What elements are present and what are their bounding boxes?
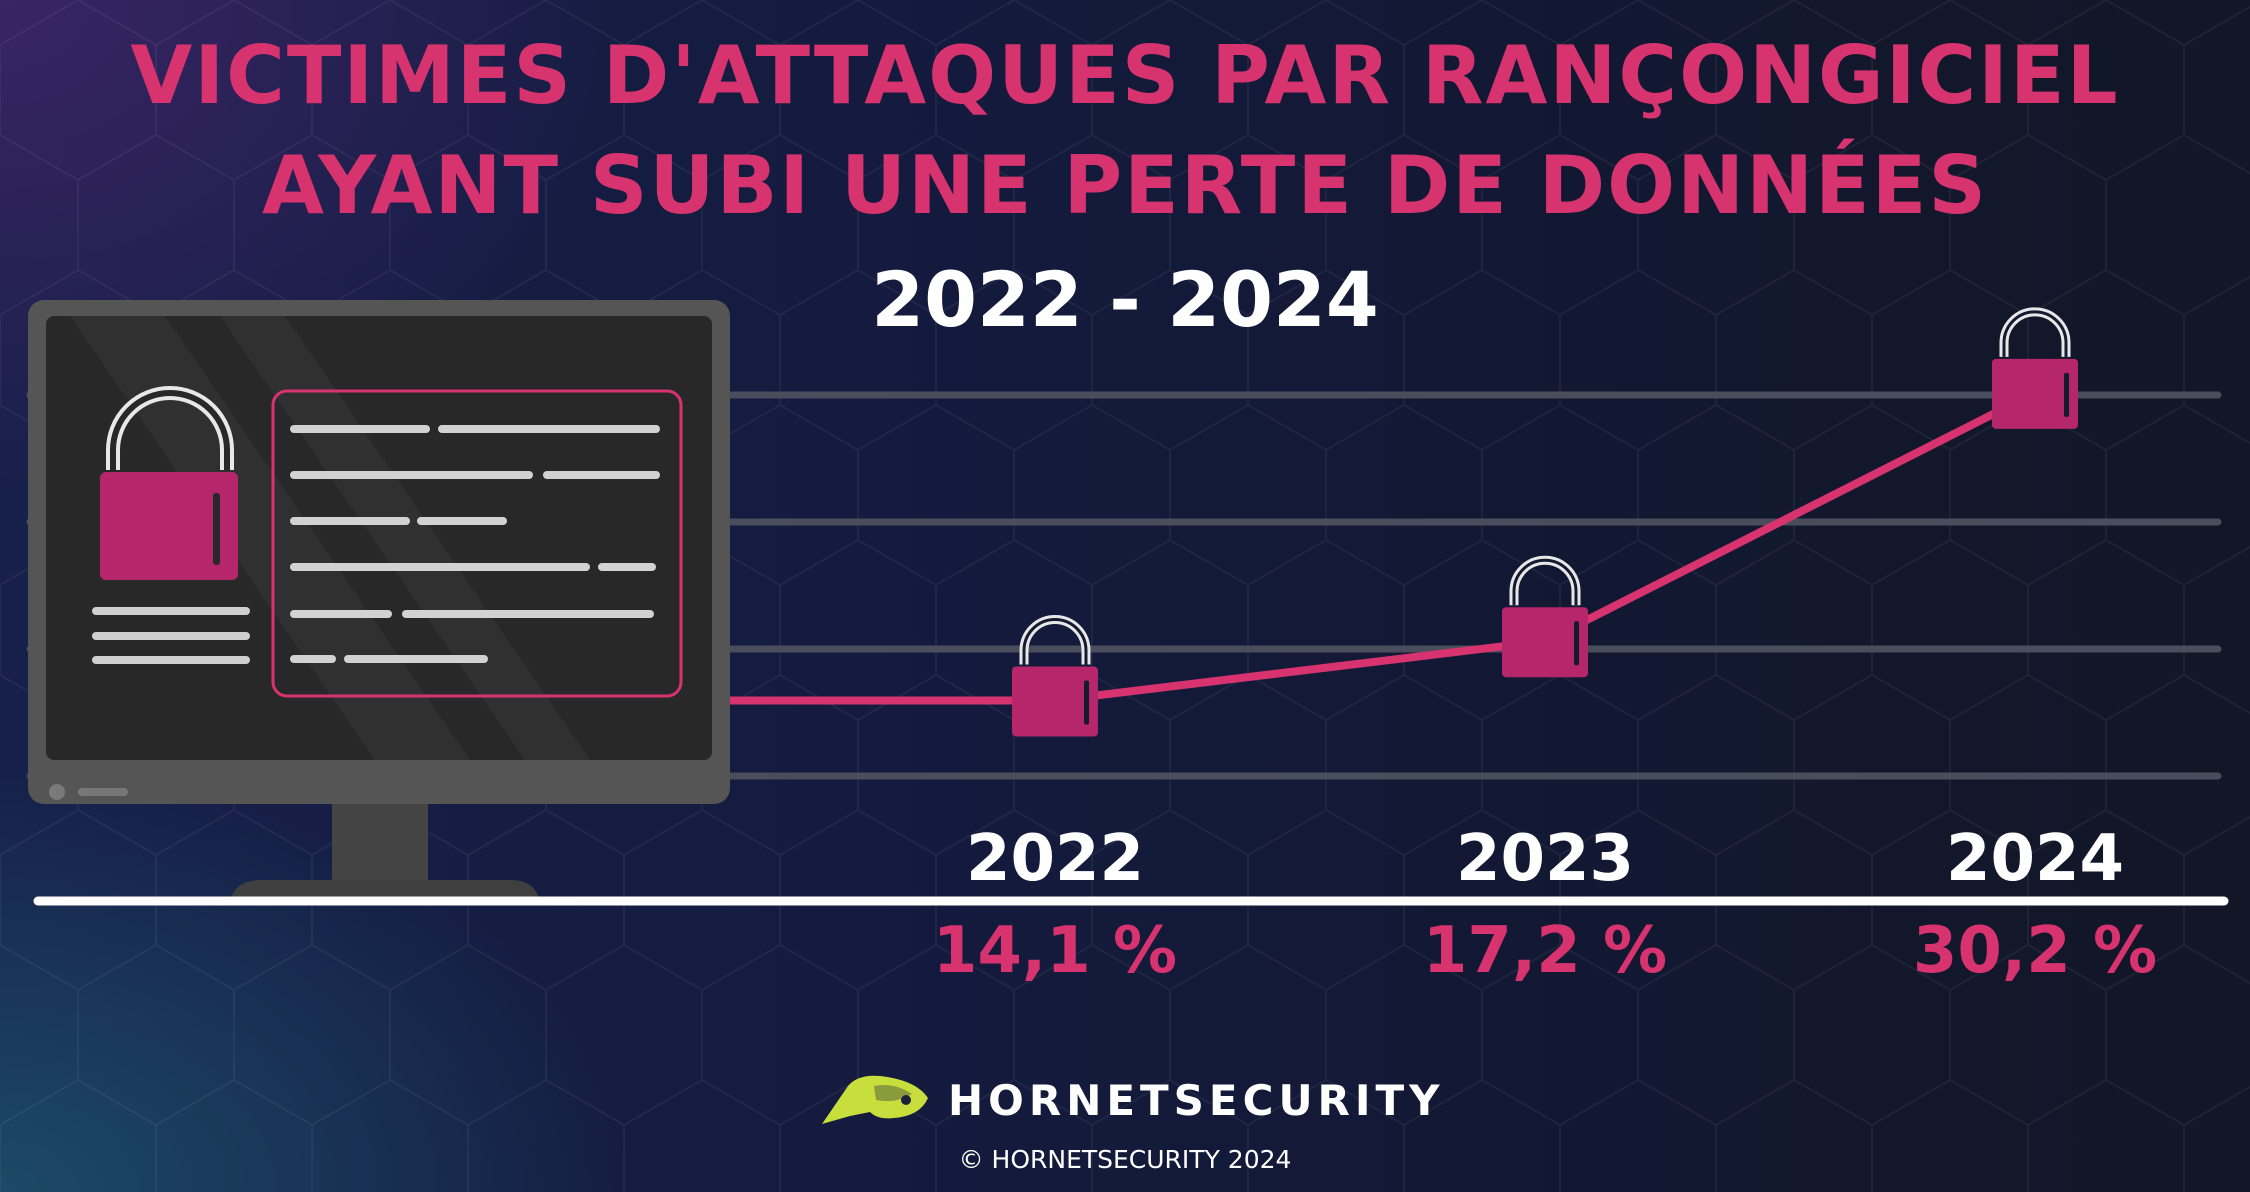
power-led (49, 784, 65, 800)
x-tick-label: 2023 (1455, 822, 1635, 896)
data-point-padlock-icon (1502, 555, 1588, 678)
brand-name: HORNETSECURITY (948, 1075, 1445, 1125)
monitor-illustration (28, 300, 730, 905)
brand-logo: HORNETSECURITY (820, 1068, 1445, 1132)
chart-markers (1012, 307, 2078, 737)
x-tick-label: 2022 (965, 822, 1145, 896)
screen-glare (70, 316, 470, 760)
x-tick-label: 2024 (1945, 822, 2125, 896)
text-line (92, 656, 250, 664)
data-value-label: 17,2 % (1422, 914, 1668, 988)
data-value-label: 14,1 % (932, 914, 1178, 988)
chart-title-line-1: VICTIMES D'ATTAQUES PAR RANÇONGICIEL (130, 29, 2120, 122)
data-point-padlock-icon (1012, 615, 1098, 737)
screen-padlock-icon (100, 386, 238, 580)
hornet-logo-icon (822, 1075, 928, 1124)
text-line (92, 607, 250, 615)
monitor-bezel-bar (78, 788, 128, 796)
monitor-stand-neck (332, 800, 428, 884)
data-point-padlock-icon (1992, 307, 2078, 429)
text-line (92, 632, 250, 640)
copyright-text: © HORNETSECURITY 2024 (958, 1145, 1292, 1174)
ransom-note-box (271, 389, 683, 698)
chart-subtitle: 2022 - 2024 (871, 255, 1379, 344)
chart-title-line-2: AYANT SUBI UNE PERTE DE DONNÉES (262, 139, 1988, 232)
ransom-note-text-lines (290, 425, 660, 663)
data-value-label: 30,2 % (1912, 914, 2158, 988)
series-line (720, 389, 2037, 705)
